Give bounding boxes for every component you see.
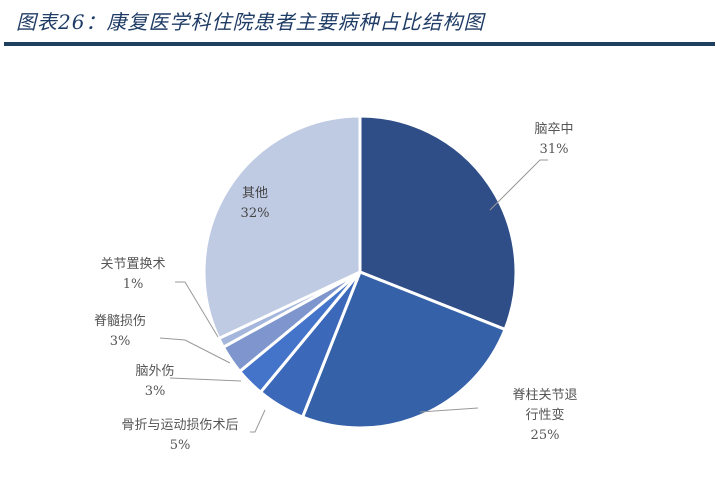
leader-line bbox=[175, 281, 219, 338]
leader-line bbox=[419, 407, 479, 413]
label-pct: 32% bbox=[240, 206, 270, 221]
chart-title: 图表26：康复医学科住院患者主要病种占比结构图 bbox=[16, 10, 485, 34]
leader-line bbox=[169, 377, 242, 382]
label-name: 脑外伤 bbox=[135, 364, 175, 379]
label-name: 脑卒中 bbox=[534, 122, 574, 137]
label-other: 其他 32% bbox=[230, 184, 280, 224]
label-name-1: 脊柱关节退 bbox=[512, 388, 578, 403]
title-divider bbox=[4, 42, 715, 46]
label-pct: 3% bbox=[144, 384, 166, 399]
pie-slice bbox=[300, 270, 507, 430]
leader-line bbox=[250, 409, 266, 433]
label-brain-injury: 脑外伤 3% bbox=[120, 362, 190, 402]
label-name: 骨折与运动损伤术后 bbox=[121, 418, 239, 433]
label-pct: 25% bbox=[530, 428, 560, 443]
pie-slice bbox=[358, 114, 518, 332]
leader-line bbox=[159, 337, 231, 364]
label-spinal-cord: 脊髓损伤 3% bbox=[80, 312, 160, 352]
label-pct: 31% bbox=[539, 142, 569, 157]
label-pct: 1% bbox=[122, 277, 144, 292]
label-spine: 脊柱关节退 行性变 25% bbox=[490, 386, 600, 446]
label-name: 脊髓损伤 bbox=[93, 314, 146, 329]
label-pct: 5% bbox=[169, 438, 191, 453]
label-joint-replacement: 关节置换术 1% bbox=[88, 255, 178, 295]
label-name: 关节置换术 bbox=[100, 257, 166, 272]
label-name-2: 行性变 bbox=[525, 408, 565, 423]
label-name: 其他 bbox=[241, 186, 268, 201]
label-fracture: 骨折与运动损伤术后 5% bbox=[100, 416, 260, 456]
label-stroke: 脑卒中 31% bbox=[514, 120, 594, 160]
label-pct: 3% bbox=[109, 334, 131, 349]
leader-line bbox=[489, 159, 548, 211]
pie-slice bbox=[202, 114, 362, 341]
